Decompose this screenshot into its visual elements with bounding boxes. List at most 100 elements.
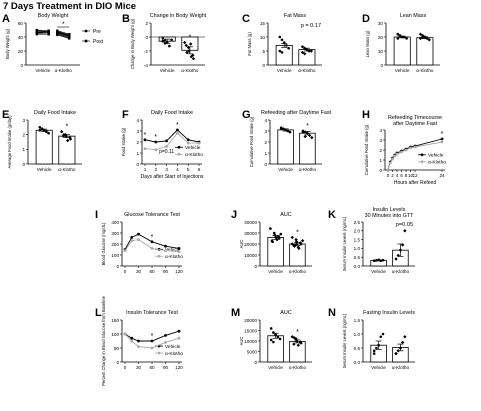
panel-m: M AUC 0 5000 10000 15000 20000 AUC Vehicle α-Klot… xyxy=(231,307,312,370)
y-tick-label: 0.5 xyxy=(354,255,361,260)
series-point xyxy=(150,339,154,343)
series-point xyxy=(123,249,127,253)
panel-letter: F xyxy=(122,109,129,121)
y-tick-label: 20000 xyxy=(244,242,257,247)
x-tick-label: 0 xyxy=(387,173,390,178)
y-tick-label: 3 xyxy=(136,129,139,134)
y-tick-label: 0 xyxy=(116,264,119,269)
data-point xyxy=(38,128,42,132)
x-tick-label: 4 xyxy=(396,173,399,178)
series-point xyxy=(186,138,190,142)
series-point xyxy=(400,150,403,154)
data-point xyxy=(403,35,406,39)
y-tick-label: 2 xyxy=(145,21,148,26)
panel-letter: E xyxy=(2,109,9,121)
y-tick-label: -2 xyxy=(144,49,149,54)
significance-mark: * xyxy=(441,131,444,138)
y-tick-label: 50 xyxy=(114,346,120,351)
y-axis-label: Body Weight (g) xyxy=(5,28,10,59)
data-point xyxy=(302,52,307,56)
bar xyxy=(35,129,53,165)
data-point xyxy=(375,259,378,262)
y-tick-label: 10000 xyxy=(244,253,257,258)
data-point xyxy=(279,232,283,236)
data-point xyxy=(297,246,301,251)
data-point xyxy=(309,49,313,53)
data-point xyxy=(305,47,309,52)
data-point xyxy=(161,39,165,43)
data-point xyxy=(189,54,193,59)
data-point xyxy=(403,229,407,233)
y-tick-label: 0 xyxy=(145,35,148,40)
series-point xyxy=(164,334,167,337)
panel-letter: A xyxy=(2,13,10,25)
y-tick-label: 1 xyxy=(136,151,139,156)
y-axis-label: Blood Glucose (mg/dL) xyxy=(101,222,106,265)
y-tick-label: 20 xyxy=(378,35,384,40)
data-point xyxy=(161,37,165,40)
y-tick-label: 0.0 xyxy=(354,264,361,269)
y-tick-label: 5000 xyxy=(247,349,258,354)
y-tick-label: 0 xyxy=(136,162,139,167)
data-point xyxy=(377,258,380,262)
pair-line xyxy=(57,31,70,36)
panel-title: Insulin Tolerance Test xyxy=(126,310,178,316)
y-axis-label: Lean Mass (g) xyxy=(365,30,370,57)
series-point xyxy=(130,239,134,243)
y-tick-label: 0 xyxy=(254,360,257,365)
pair-line xyxy=(57,33,70,38)
post-point xyxy=(68,33,71,36)
panel-a: A Body Weight 0 20 40 60 Body Weight (g) Vehicl… xyxy=(2,13,104,73)
y-tick-label: 3 xyxy=(22,118,25,123)
post-point xyxy=(68,35,71,38)
data-point xyxy=(271,240,274,244)
bar xyxy=(393,36,411,66)
legend-label: α-Klotho xyxy=(165,351,183,357)
y-tick-label: 15000 xyxy=(244,328,257,333)
y-tick-label: 1.5 xyxy=(354,237,361,242)
panel-title: Body Weight xyxy=(38,13,69,19)
data-point xyxy=(278,35,282,39)
y-tick-label: 2 xyxy=(379,148,382,153)
y-axis-label: Change in Body Weight (g) xyxy=(130,18,135,69)
legend-label: α-Klotho xyxy=(165,254,183,260)
legend-label: α-Klotho xyxy=(428,160,446,166)
y-tick-label: -4 xyxy=(144,63,149,68)
panel-d: D Lean Mass 0 10 20 30 Lean Mass (g) Vehicle α-K… xyxy=(362,13,440,73)
x-category-label: Vehicle xyxy=(278,167,293,172)
data-point xyxy=(284,128,287,132)
series-point xyxy=(391,157,394,161)
y-tick-label: 0 xyxy=(380,63,383,68)
data-point xyxy=(286,129,290,133)
y-axis-label: Percent Change in Blood Glucose from Bas… xyxy=(101,295,106,386)
post-point xyxy=(47,31,50,34)
x-tick-label: 2 xyxy=(391,173,394,178)
y-tick-label: 1 xyxy=(264,151,267,156)
x-tick-label: 90 xyxy=(163,365,169,370)
data-point xyxy=(285,44,288,47)
y-tick-label: 40000 xyxy=(244,220,257,225)
data-point xyxy=(282,41,286,44)
data-point xyxy=(379,259,383,263)
data-point xyxy=(272,340,275,344)
x-tick-label: 0 xyxy=(124,269,127,274)
x-category-label: Vehicle xyxy=(277,68,292,73)
y-tick-label: 10000 xyxy=(244,339,257,344)
y-tick-label: 0 xyxy=(22,162,25,167)
x-tick-label: 120 xyxy=(175,365,183,370)
pre-point xyxy=(56,30,59,34)
x-tick-label: 90 xyxy=(163,269,169,274)
bar xyxy=(416,37,434,66)
data-point xyxy=(182,40,187,45)
significance-mark: * xyxy=(151,234,154,241)
legend-label: Pre xyxy=(93,29,101,35)
panel-letter: K xyxy=(328,209,336,221)
post-point xyxy=(47,29,50,32)
legend-marker xyxy=(177,145,181,149)
data-point xyxy=(273,233,277,237)
panel-title: Daily Food Intake xyxy=(151,110,193,116)
y-tick-label: 4 xyxy=(379,128,382,133)
data-point xyxy=(300,45,305,49)
